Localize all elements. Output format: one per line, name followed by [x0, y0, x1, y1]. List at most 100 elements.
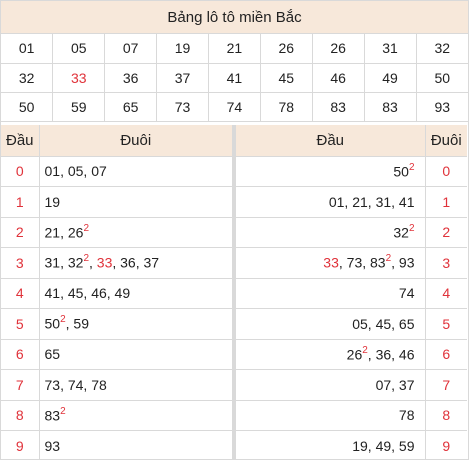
duoi-digit: 6	[424, 338, 467, 370]
duoi-row: 01, 21, 31, 41 1	[235, 186, 467, 218]
dau-header-right: Đầu	[235, 125, 426, 157]
number-cell: 45	[259, 62, 313, 93]
duoi-digit: 9	[424, 430, 467, 460]
dau-row: 1 19	[1, 186, 234, 218]
duoi-table: Đầu Đuôi 502 0 01, 21, 31, 41 1 322 2 33, 73, …	[235, 125, 467, 460]
dau-row: 9 93	[1, 430, 234, 460]
board-title: Bảng lô tô miền Bắc	[1, 1, 468, 34]
dau-digit: 4	[1, 277, 40, 309]
duoi-row: 322 2	[235, 216, 467, 248]
duoi-digit: 5	[424, 308, 467, 340]
dau-row: 5 502, 59	[1, 308, 234, 340]
duoi-digit: 3	[424, 247, 467, 279]
number-cell: 19	[156, 34, 209, 64]
number-text: , 59	[65, 316, 89, 333]
number-cell: 73	[156, 91, 209, 122]
number-cell: 32	[415, 34, 468, 64]
dau-row: 3 31, 322, 33, 36, 37	[1, 247, 234, 279]
dau-row: 0 01, 05, 07	[1, 155, 234, 187]
numbers-row: 01 05 07 19 21 26 26 31 32	[1, 34, 468, 64]
dau-row: 4 41, 45, 46, 49	[1, 277, 234, 309]
duoi-digit: 7	[424, 369, 467, 401]
duoi-digit: 0	[424, 155, 467, 187]
number-text: 50	[393, 163, 409, 180]
count-superscript: 2	[408, 222, 415, 234]
number-text: 32	[393, 224, 409, 241]
dau-digit: 2	[1, 216, 40, 248]
duoi-digit: 1	[424, 186, 467, 218]
number-text: , 36, 46	[367, 346, 415, 363]
number-cell: 26	[311, 34, 365, 64]
number-cell: 37	[156, 62, 209, 93]
dau-digit: 3	[1, 247, 40, 279]
count-superscript: 2	[362, 344, 368, 356]
number-cell: 65	[104, 91, 158, 122]
number-text: 73, 74, 78	[44, 376, 107, 393]
number-text: 26	[346, 346, 363, 363]
number-cell: 36	[104, 62, 158, 93]
number-text: 41, 45, 46, 49	[44, 285, 131, 302]
number-cell: 83	[311, 91, 365, 122]
duoi-values: 832	[38, 399, 234, 431]
number-cell: 46	[311, 62, 365, 93]
numbers-row: 50 59 65 73 74 78 83 83 93	[1, 91, 468, 122]
number-text: 19, 49, 59	[352, 437, 415, 454]
number-text: 01, 21, 31, 41	[328, 193, 415, 210]
number-text: 19	[44, 193, 61, 210]
dau-duoi-section: Đầu Đuôi 0 01, 05, 07 1 19 2 21, 262 3 31, 322,…	[1, 125, 468, 460]
number-text: 78	[398, 407, 415, 424]
number-cell: 59	[52, 91, 106, 122]
number-cell: 21	[208, 34, 261, 64]
dau-row: 6 65	[1, 338, 234, 370]
duoi-values: 65	[38, 338, 234, 370]
duoi-values: 21, 262	[38, 216, 234, 248]
number-cell: 49	[363, 62, 417, 93]
number-text: , 93	[391, 255, 415, 272]
highlight-number: 33	[96, 255, 113, 272]
duoi-digit: 2	[424, 216, 467, 248]
number-cell: 01	[1, 34, 54, 64]
number-cell: 41	[208, 62, 261, 93]
duoi-values: 502, 59	[38, 308, 234, 340]
count-superscript: 2	[83, 253, 89, 265]
number-text: 93	[44, 437, 61, 454]
dau-row: 7 73, 74, 78	[1, 369, 234, 401]
number-cell: 93	[415, 91, 468, 122]
dau-values: 78	[235, 399, 426, 431]
dau-values: 07, 37	[235, 369, 426, 401]
number-text: 31, 32	[44, 255, 84, 272]
dau-digit: 8	[1, 399, 40, 431]
number-text: 01, 05, 07	[44, 163, 107, 180]
number-text: 50	[44, 316, 61, 333]
duoi-row: 78 8	[235, 399, 467, 431]
dau-digit: 1	[1, 186, 40, 218]
duoi-values: 19	[38, 186, 234, 218]
duoi-header: Đuôi	[38, 125, 234, 157]
duoi-digit: 8	[424, 399, 467, 431]
number-cell: 07	[104, 34, 158, 64]
dau-values: 322	[235, 216, 426, 248]
count-superscript: 2	[408, 161, 415, 173]
duoi-values: 01, 05, 07	[38, 155, 234, 187]
duoi-row: 19, 49, 59 9	[235, 430, 467, 460]
number-text: 07, 37	[375, 376, 415, 393]
number-cell: 50	[1, 91, 54, 122]
dau-digit: 7	[1, 369, 40, 401]
duoi-row: 05, 45, 65 5	[235, 308, 467, 340]
highlight-number: 33	[323, 255, 339, 272]
dau-row: 8 832	[1, 399, 234, 431]
number-text: 74	[398, 285, 415, 302]
count-superscript: 2	[385, 253, 392, 265]
dau-digit: 0	[1, 155, 40, 187]
duoi-row: 07, 37 7	[235, 369, 467, 401]
number-cell: 74	[208, 91, 261, 122]
dau-table: Đầu Đuôi 0 01, 05, 07 1 19 2 21, 262 3 31, 322,…	[1, 125, 235, 460]
dau-row: 2 21, 262	[1, 216, 234, 248]
count-superscript: 2	[60, 405, 66, 417]
number-cell: 78	[259, 91, 313, 122]
numbers-grid: 01 05 07 19 21 26 26 31 32 32 33 36 37 41 45 46 49 50 50 59…	[1, 34, 468, 122]
dau-values: 502	[235, 155, 426, 187]
duoi-row: 262, 36, 46 6	[235, 338, 467, 370]
duoi-values: 41, 45, 46, 49	[38, 277, 234, 309]
